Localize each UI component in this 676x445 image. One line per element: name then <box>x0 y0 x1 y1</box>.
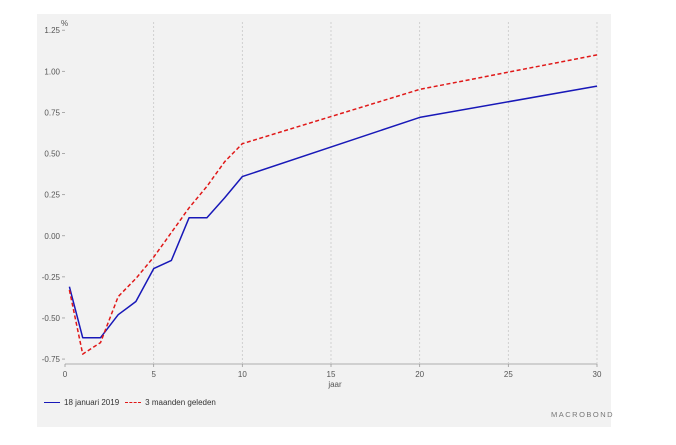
y-tick-label: 1.25 <box>44 26 60 35</box>
y-tick-label: 0.00 <box>44 232 60 241</box>
legend-label: 18 januari 2019 <box>64 398 120 407</box>
macrobond-logo: MACROBOND <box>551 410 615 419</box>
y-tick-label: 0.75 <box>44 108 60 117</box>
x-tick-label: 30 <box>593 370 602 379</box>
y-tick-label: 0.25 <box>44 191 60 200</box>
chart-panel: 0 5 10 15 20 25 30 -0.75 -0.50 -0.25 0.00 0.25 0.50 0… <box>37 14 611 427</box>
x-tick-label: 25 <box>504 370 513 379</box>
x-axis-label: jaar <box>327 380 342 389</box>
x-tick-label: 15 <box>327 370 336 379</box>
y-axis-label: % <box>61 19 68 28</box>
y-tick-label: 0.50 <box>44 150 60 159</box>
y-tick-label: -0.25 <box>42 273 61 282</box>
legend-swatch-dashed <box>125 402 142 403</box>
x-tick-label: 10 <box>238 370 247 379</box>
y-tick-label: 1.00 <box>44 67 60 76</box>
y-tick-label: -0.75 <box>42 355 61 364</box>
legend-label: 3 maanden geleden <box>145 398 216 407</box>
x-tick-label: 20 <box>415 370 424 379</box>
legend-item-series-1: 18 januari 2019 <box>44 398 119 407</box>
legend-swatch-solid <box>44 402 60 403</box>
y-tick-label: -0.50 <box>42 314 61 323</box>
series-line-1 <box>68 85 598 339</box>
legend: 18 januari 2019 3 maanden geleden <box>44 398 222 407</box>
x-tick-label: 0 <box>63 370 68 379</box>
series-line-2 <box>68 54 598 355</box>
x-tick-label: 5 <box>151 370 156 379</box>
legend-item-series-2: 3 maanden geleden <box>125 398 216 407</box>
line-chart: 0 5 10 15 20 25 30 -0.75 -0.50 -0.25 0.00 0.25 0.50 0… <box>42 19 602 389</box>
